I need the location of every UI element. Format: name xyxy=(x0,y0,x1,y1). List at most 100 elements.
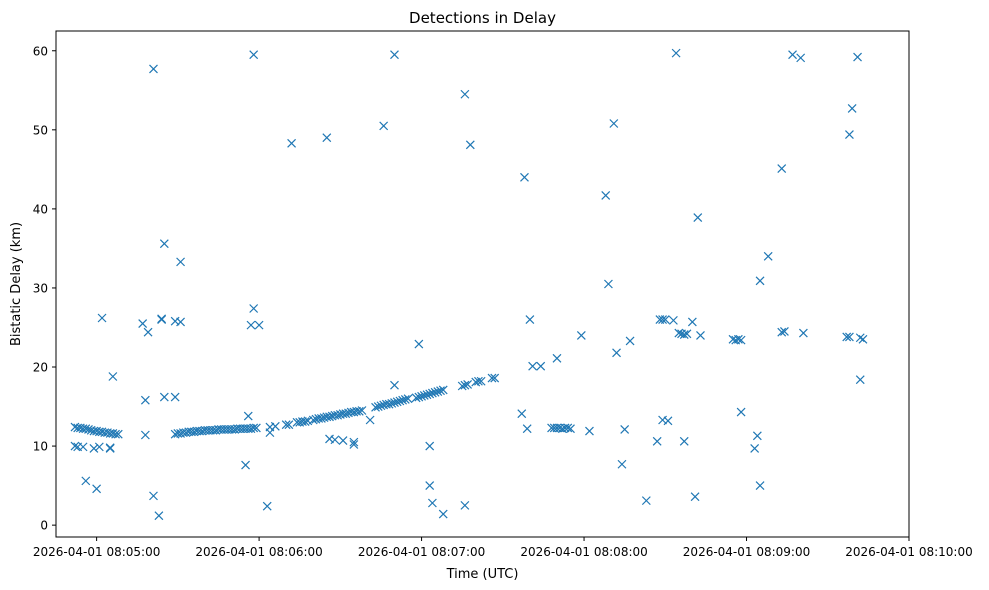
data-point xyxy=(460,380,470,390)
data-point xyxy=(796,53,806,63)
data-point xyxy=(417,391,426,401)
data-point xyxy=(249,304,259,313)
data-point xyxy=(78,442,88,452)
data-point xyxy=(249,423,259,433)
data-point xyxy=(254,320,264,330)
data-point xyxy=(858,334,868,344)
data-point xyxy=(390,398,399,408)
data-point xyxy=(92,484,102,494)
data-point xyxy=(89,444,99,453)
data-point xyxy=(154,511,164,521)
data-point xyxy=(157,315,167,325)
y-tick-label: 30 xyxy=(33,281,48,295)
data-point xyxy=(845,130,854,139)
data-point xyxy=(652,436,662,446)
data-point xyxy=(438,509,448,519)
y-tick-label: 50 xyxy=(33,123,48,137)
data-point xyxy=(679,330,689,340)
data-point xyxy=(520,172,529,182)
data-point xyxy=(333,410,343,420)
x-tick-label: 2026-04-01 08:10:00 xyxy=(845,545,972,559)
data-point xyxy=(658,315,668,325)
data-point xyxy=(733,334,743,344)
x-tick-label: 2026-04-01 08:06:00 xyxy=(195,545,322,559)
data-point xyxy=(601,191,611,200)
data-point xyxy=(536,361,546,371)
data-point xyxy=(668,315,678,325)
data-point xyxy=(330,435,340,445)
data-point xyxy=(316,413,326,423)
data-point xyxy=(392,397,402,407)
y-tick-label: 40 xyxy=(33,202,48,216)
data-point xyxy=(465,140,475,150)
data-point xyxy=(690,492,700,502)
data-point xyxy=(671,48,681,58)
data-point xyxy=(525,315,535,325)
data-point xyxy=(414,339,424,349)
data-point xyxy=(487,373,497,383)
y-tick-label: 60 xyxy=(33,44,48,58)
data-point xyxy=(752,431,762,441)
data-point xyxy=(384,399,394,409)
data-point xyxy=(390,380,399,390)
data-point xyxy=(612,348,621,358)
data-point xyxy=(625,336,635,346)
data-point xyxy=(176,317,185,327)
data-point xyxy=(113,429,123,439)
data-point xyxy=(81,476,91,486)
x-tick-label: 2026-04-01 08:07:00 xyxy=(358,545,485,559)
data-point xyxy=(763,251,773,261)
scatter-series xyxy=(70,48,868,521)
data-point xyxy=(395,396,405,406)
data-point xyxy=(287,138,297,148)
data-point xyxy=(438,385,448,395)
data-point xyxy=(853,52,862,62)
y-tick-label: 20 xyxy=(33,361,48,375)
data-point xyxy=(111,429,120,439)
data-point xyxy=(425,441,435,451)
data-point xyxy=(159,239,169,249)
chart-title: Detections in Delay xyxy=(409,9,556,27)
data-point xyxy=(517,409,527,419)
data-point xyxy=(249,50,259,60)
data-point xyxy=(419,391,429,400)
data-point xyxy=(736,335,746,345)
data-point xyxy=(140,430,150,440)
data-point xyxy=(246,320,256,330)
data-point xyxy=(84,425,93,434)
data-point xyxy=(354,406,364,416)
data-point xyxy=(552,353,562,363)
data-point xyxy=(617,459,627,469)
data-point xyxy=(433,387,443,396)
data-point xyxy=(411,393,421,403)
data-point xyxy=(463,379,473,389)
data-point xyxy=(138,319,148,328)
data-point xyxy=(81,424,91,434)
data-point xyxy=(847,104,857,113)
data-point xyxy=(460,89,470,99)
data-point xyxy=(845,332,854,342)
data-point xyxy=(736,407,746,417)
data-point xyxy=(663,416,673,426)
data-point xyxy=(176,257,185,267)
data-point xyxy=(620,425,630,434)
data-point xyxy=(474,376,483,386)
data-point xyxy=(460,500,470,510)
data-point xyxy=(750,444,760,453)
data-point xyxy=(325,412,334,422)
data-point xyxy=(490,373,500,383)
data-point xyxy=(281,420,291,430)
data-point xyxy=(300,417,310,426)
x-tick-label: 2026-04-01 08:09:00 xyxy=(683,545,810,559)
y-axis-ticks: 0 10 20 30 40 50 60 xyxy=(33,44,56,533)
data-point xyxy=(563,423,573,433)
data-point xyxy=(755,481,765,491)
data-point xyxy=(425,481,435,491)
data-point xyxy=(398,395,408,405)
x-tick-label: 2026-04-01 08:08:00 xyxy=(520,545,647,559)
data-point xyxy=(585,426,594,436)
data-point xyxy=(149,491,158,501)
data-point xyxy=(425,389,435,399)
data-point xyxy=(522,424,532,434)
data-point xyxy=(780,327,789,336)
